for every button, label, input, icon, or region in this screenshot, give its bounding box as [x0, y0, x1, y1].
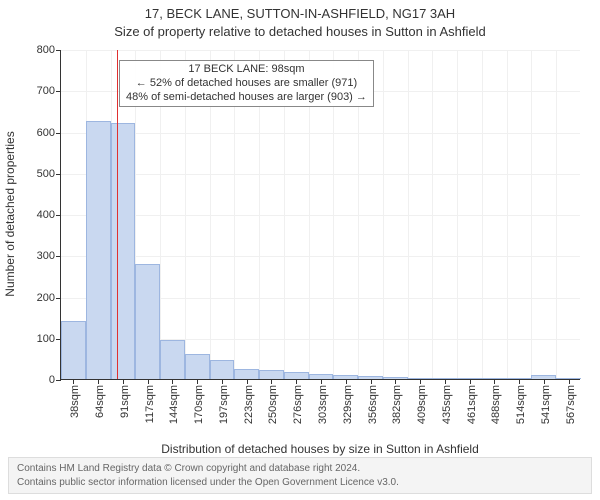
gridline-v — [556, 50, 557, 379]
x-tick-label: 461sqm — [466, 385, 478, 424]
histogram-bar — [86, 121, 111, 379]
histogram-bar — [358, 376, 383, 379]
x-tick-label: 117sqm — [144, 385, 156, 423]
x-tick-label: 382sqm — [391, 385, 403, 424]
x-tick-mark — [247, 379, 248, 384]
x-tick-mark — [321, 379, 322, 384]
x-tick-label: 409sqm — [416, 385, 428, 424]
y-tick-label: 300 — [37, 250, 61, 262]
x-tick-label: 250sqm — [267, 385, 279, 424]
x-tick-mark — [445, 379, 446, 384]
x-tick-label: 91sqm — [119, 385, 131, 418]
x-tick-label: 329sqm — [342, 385, 354, 424]
title-sub: Size of property relative to detached ho… — [0, 24, 600, 39]
histogram-bar — [432, 378, 457, 379]
histogram-bar — [531, 375, 556, 379]
x-tick-mark — [395, 379, 396, 384]
histogram-bar — [111, 123, 136, 379]
gridline-v — [383, 50, 384, 379]
gridline-h — [61, 256, 580, 257]
y-axis-label: Number of detached properties — [3, 49, 17, 379]
gridline-h — [61, 50, 580, 51]
y-tick-label: 500 — [37, 168, 61, 180]
x-tick-mark — [544, 379, 545, 384]
x-tick-mark — [569, 379, 570, 384]
histogram-bar — [259, 370, 284, 379]
histogram-bar — [210, 360, 235, 379]
y-tick-label: 200 — [37, 292, 61, 304]
x-tick-mark — [519, 379, 520, 384]
gridline-v — [482, 50, 483, 379]
x-tick-mark — [123, 379, 124, 384]
y-tick-label: 400 — [37, 209, 61, 221]
x-tick-mark — [371, 379, 372, 384]
histogram-bar — [507, 378, 532, 379]
x-tick-label: 303sqm — [317, 385, 329, 424]
y-tick-label: 800 — [37, 44, 61, 56]
footer-line: Contains public sector information licen… — [17, 476, 583, 490]
x-tick-label: 276sqm — [292, 385, 304, 424]
histogram-bar — [61, 321, 86, 379]
annotation-box: 17 BECK LANE: 98sqm← 52% of detached hou… — [119, 60, 374, 107]
x-tick-label: 514sqm — [515, 385, 527, 424]
histogram-bar — [556, 378, 581, 379]
histogram-bar — [309, 374, 334, 379]
histogram-bar — [482, 378, 507, 379]
x-axis-label: Distribution of detached houses by size … — [60, 442, 580, 456]
gridline-v — [531, 50, 532, 379]
x-tick-mark — [346, 379, 347, 384]
x-tick-label: 197sqm — [218, 385, 230, 424]
x-tick-mark — [73, 379, 74, 384]
x-tick-label: 38sqm — [69, 385, 81, 418]
histogram-bar — [234, 369, 259, 379]
histogram-bar — [135, 264, 160, 380]
x-tick-label: 170sqm — [193, 385, 205, 424]
y-tick-label: 600 — [37, 127, 61, 139]
x-tick-mark — [148, 379, 149, 384]
histogram-bar — [457, 378, 482, 379]
x-tick-label: 541sqm — [540, 385, 552, 424]
title-main: 17, BECK LANE, SUTTON-IN-ASHFIELD, NG17 … — [0, 6, 600, 21]
x-tick-mark — [172, 379, 173, 384]
x-tick-mark — [197, 379, 198, 384]
gridline-h — [61, 133, 580, 134]
annotation-line: 17 BECK LANE: 98sqm — [126, 63, 367, 77]
x-tick-mark — [470, 379, 471, 384]
x-tick-label: 64sqm — [94, 385, 106, 418]
gridline-v — [457, 50, 458, 379]
histogram-bar — [284, 372, 309, 379]
gridline-h — [61, 215, 580, 216]
plot-area: 010020030040050060070080038sqm64sqm91sqm… — [60, 50, 580, 380]
x-tick-label: 567sqm — [565, 385, 577, 424]
x-tick-label: 144sqm — [168, 385, 180, 424]
y-tick-label: 0 — [49, 374, 61, 386]
footer-line: Contains HM Land Registry data © Crown c… — [17, 462, 583, 476]
gridline-h — [61, 174, 580, 175]
gridline-v — [432, 50, 433, 379]
gridline-v — [507, 50, 508, 379]
x-tick-label: 435sqm — [441, 385, 453, 424]
y-tick-label: 700 — [37, 85, 61, 97]
y-tick-label: 100 — [37, 333, 61, 345]
x-tick-mark — [420, 379, 421, 384]
histogram-bar — [383, 377, 408, 379]
x-tick-mark — [296, 379, 297, 384]
histogram-bar — [408, 378, 433, 379]
gridline-v — [408, 50, 409, 379]
x-tick-mark — [494, 379, 495, 384]
histogram-bar — [160, 340, 185, 379]
footer-attribution: Contains HM Land Registry data © Crown c… — [8, 457, 592, 494]
x-tick-mark — [98, 379, 99, 384]
x-tick-label: 488sqm — [490, 385, 502, 424]
histogram-bar — [333, 375, 358, 379]
x-tick-mark — [271, 379, 272, 384]
histogram-bar — [185, 354, 210, 379]
x-tick-label: 356sqm — [367, 385, 379, 424]
chart-container: 17, BECK LANE, SUTTON-IN-ASHFIELD, NG17 … — [0, 0, 600, 500]
annotation-line: 48% of semi-detached houses are larger (… — [126, 91, 367, 105]
x-tick-mark — [222, 379, 223, 384]
x-tick-label: 223sqm — [243, 385, 255, 424]
annotation-line: ← 52% of detached houses are smaller (97… — [126, 77, 367, 91]
